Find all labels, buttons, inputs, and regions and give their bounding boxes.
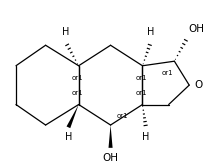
Text: or1: or1: [135, 75, 147, 81]
Text: or1: or1: [135, 90, 147, 96]
Text: OH: OH: [103, 153, 119, 163]
Text: H: H: [142, 132, 150, 142]
Text: O: O: [194, 80, 202, 90]
Text: or1: or1: [162, 70, 173, 76]
Polygon shape: [109, 125, 113, 148]
Text: H: H: [62, 27, 70, 37]
Text: or1: or1: [117, 113, 128, 119]
Polygon shape: [67, 104, 79, 128]
Text: or1: or1: [72, 75, 83, 81]
Text: H: H: [65, 132, 72, 142]
Text: H: H: [147, 27, 154, 37]
Text: or1: or1: [72, 90, 83, 96]
Text: OH: OH: [188, 24, 204, 34]
